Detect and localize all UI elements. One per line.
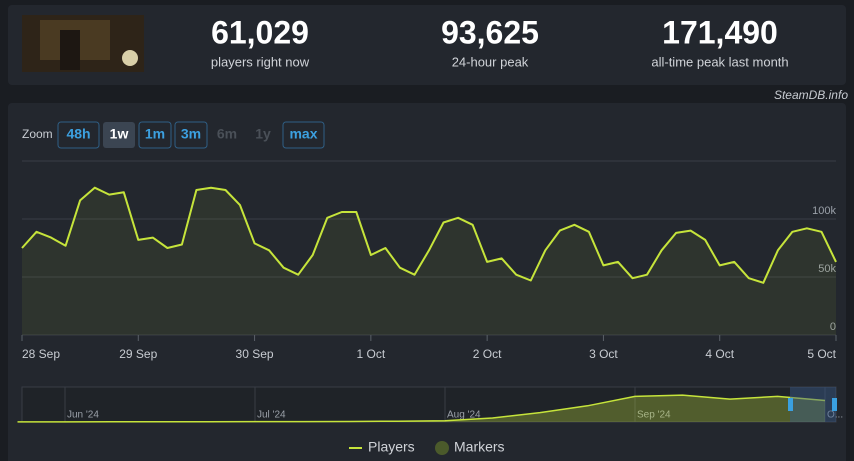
stats-panel [8, 5, 846, 85]
zoom-button[interactable] [57, 121, 100, 149]
main-chart: 0 50k 100k 28 Sep 29 Sep 30 Sep 1 Oct 2 Oct 3 Oc… [21, 186, 837, 361]
stat-label: players right now [211, 54, 310, 69]
zoom-button[interactable] [138, 121, 172, 149]
credit: SteamDB.info [774, 88, 848, 102]
series-line [21, 186, 837, 284]
legend-label[interactable]: Markers [454, 439, 505, 455]
navigator-window[interactable] [790, 387, 836, 422]
x-tick-label: 4 Oct [705, 347, 734, 361]
nav-label: Sep '24 [637, 410, 671, 421]
y-tick-label: 100k [812, 205, 836, 217]
zoom-button-label: 6m [217, 126, 237, 142]
zoom-button-label: 1m [145, 126, 165, 142]
legend: Players Markers [349, 439, 505, 455]
stat-value: 61,029 [211, 14, 309, 50]
navigator [21, 386, 837, 423]
nav-label: Aug '24 [447, 410, 481, 421]
zoom-button-label: 1w [110, 126, 129, 142]
series-area [17, 395, 825, 422]
zoom-button-label: 48h [66, 126, 90, 142]
navigator-handle[interactable] [832, 398, 837, 411]
x-tick-label: 28 Sep [22, 347, 60, 361]
navigator-chart: Jun '24 Jul '24 Aug '24 Sep '24 O... [17, 387, 843, 423]
chart-panel [8, 103, 846, 461]
zoom-button-label: max [289, 126, 317, 142]
y-tick-label: 50k [818, 263, 836, 275]
game-thumbnail [22, 15, 144, 72]
navigator-handle[interactable] [788, 398, 793, 411]
stat-value: 171,490 [662, 14, 778, 50]
zoom-button[interactable] [174, 121, 208, 149]
x-tick-label: 29 Sep [119, 347, 157, 361]
nav-label: Jun '24 [67, 410, 99, 421]
stat-value: 93,625 [441, 14, 539, 50]
x-tick-label: 5 Oct [807, 347, 836, 361]
zoom-button-label: 1y [255, 126, 271, 142]
nav-label: O... [827, 410, 843, 421]
x-tick-label: 30 Sep [236, 347, 274, 361]
zoom-label: Zoom [22, 127, 53, 141]
x-tick-label: 1 Oct [357, 347, 386, 361]
zoom-button[interactable] [282, 121, 325, 149]
x-tick-label: 2 Oct [473, 347, 502, 361]
zoom-button-label: 3m [181, 126, 201, 142]
zoom-button[interactable] [103, 122, 135, 148]
x-tick-label: 3 Oct [589, 347, 618, 361]
y-tick-label: 0 [830, 321, 836, 333]
stat-label: all-time peak last month [651, 54, 788, 69]
nav-label: Jul '24 [257, 410, 286, 421]
stat-label: 24-hour peak [452, 54, 529, 69]
legend-label[interactable]: Players [368, 439, 415, 455]
legend-swatch [435, 441, 449, 455]
zoom-buttons: 48h 1w 1m 3m 6m 1y max [57, 121, 325, 149]
series-area [22, 187, 836, 335]
series-line [17, 394, 826, 423]
